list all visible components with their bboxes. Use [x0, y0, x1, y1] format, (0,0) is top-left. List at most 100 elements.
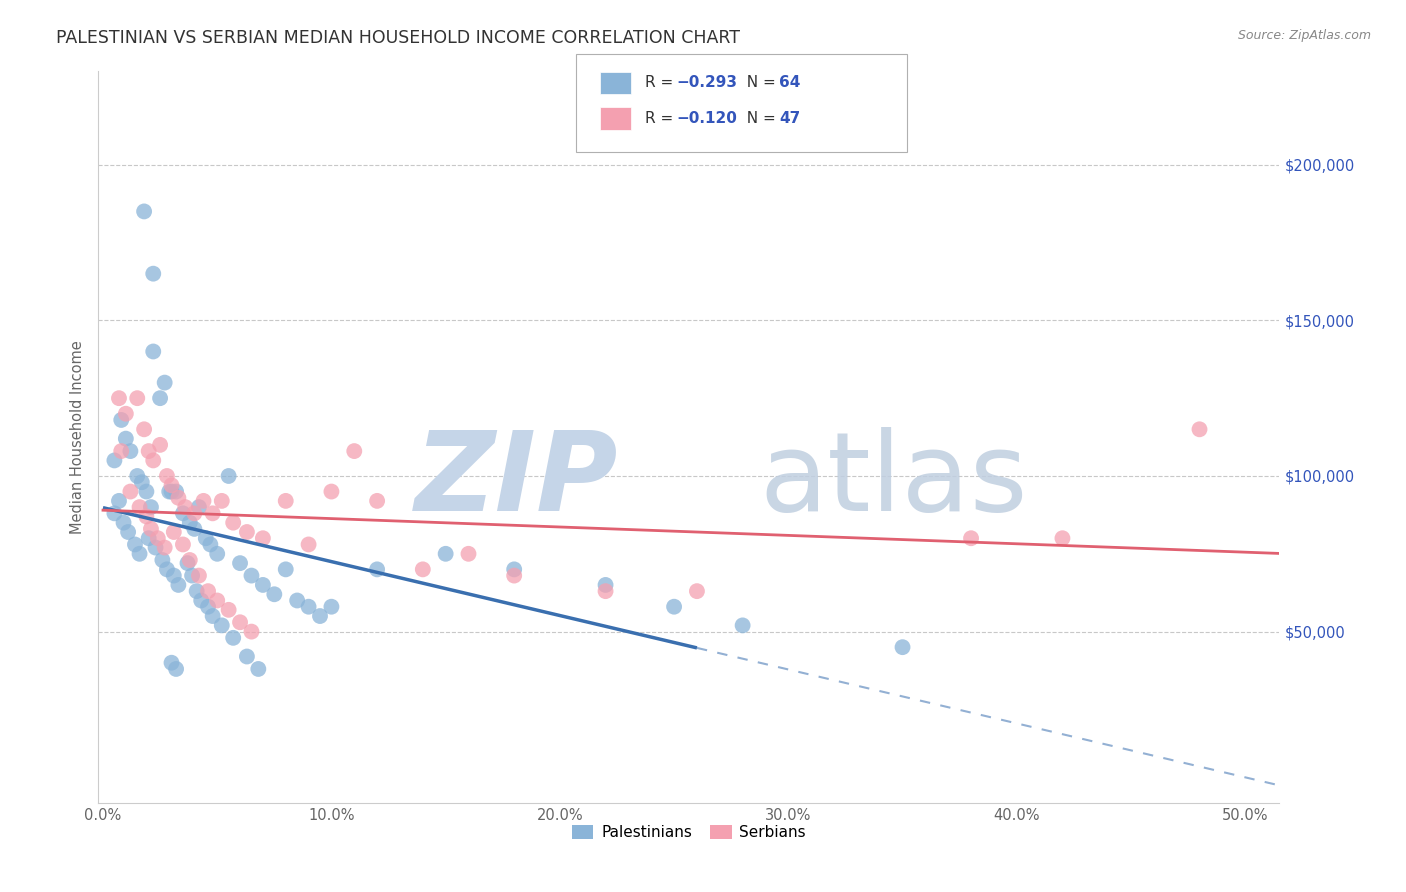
Point — [183, 506, 205, 520]
Point — [211, 494, 233, 508]
Point — [252, 578, 274, 592]
Point — [229, 556, 252, 570]
Point — [321, 484, 343, 499]
Point — [434, 547, 457, 561]
Point — [186, 584, 208, 599]
Point — [165, 662, 187, 676]
Point — [200, 537, 222, 551]
Point — [149, 391, 172, 405]
Point — [297, 537, 319, 551]
Point — [117, 524, 139, 539]
Point — [138, 444, 160, 458]
Point — [145, 541, 167, 555]
Point — [179, 516, 201, 530]
Text: Source: ZipAtlas.com: Source: ZipAtlas.com — [1237, 29, 1371, 42]
Point — [686, 584, 709, 599]
Text: 47: 47 — [779, 112, 800, 126]
Point — [163, 568, 186, 582]
Point — [110, 444, 132, 458]
Legend: Palestinians, Serbians: Palestinians, Serbians — [565, 819, 813, 847]
Point — [153, 376, 176, 390]
Point — [201, 609, 224, 624]
Point — [211, 618, 233, 632]
Point — [366, 494, 388, 508]
Point — [274, 562, 297, 576]
Point — [142, 453, 165, 467]
Point — [139, 522, 162, 536]
Point — [112, 516, 135, 530]
Point — [149, 438, 172, 452]
Point — [891, 640, 914, 655]
Point — [165, 484, 187, 499]
Point — [163, 524, 186, 539]
Point — [247, 662, 270, 676]
Point — [114, 432, 136, 446]
Point — [103, 453, 125, 467]
Point — [236, 649, 259, 664]
Point — [172, 506, 194, 520]
Point — [1052, 531, 1074, 545]
Point — [366, 562, 388, 576]
Point — [153, 541, 176, 555]
Point — [343, 444, 366, 458]
Point — [183, 522, 205, 536]
Text: R =: R = — [645, 112, 679, 126]
Point — [229, 615, 252, 630]
Point — [595, 584, 617, 599]
Point — [110, 413, 132, 427]
Point — [132, 422, 155, 436]
Point — [120, 484, 142, 499]
Point — [139, 500, 162, 515]
Point — [197, 584, 219, 599]
Text: −0.120: −0.120 — [676, 112, 737, 126]
Point — [252, 531, 274, 545]
Point — [176, 556, 198, 570]
Point — [167, 491, 190, 505]
Point — [193, 494, 215, 508]
Point — [197, 599, 219, 614]
Point — [181, 568, 204, 582]
Text: 64: 64 — [779, 76, 800, 90]
Point — [1188, 422, 1211, 436]
Point — [222, 631, 245, 645]
Point — [160, 478, 183, 492]
Text: atlas: atlas — [759, 427, 1028, 534]
Point — [218, 603, 240, 617]
Point — [595, 578, 617, 592]
Text: R =: R = — [645, 76, 679, 90]
Point — [263, 587, 285, 601]
Text: −0.293: −0.293 — [676, 76, 737, 90]
Point — [114, 407, 136, 421]
Point — [138, 531, 160, 545]
Point — [187, 500, 209, 515]
Point — [309, 609, 332, 624]
Text: PALESTINIAN VS SERBIAN MEDIAN HOUSEHOLD INCOME CORRELATION CHART: PALESTINIAN VS SERBIAN MEDIAN HOUSEHOLD … — [56, 29, 740, 46]
Point — [205, 547, 228, 561]
Point — [128, 547, 150, 561]
Point — [190, 593, 212, 607]
Point — [321, 599, 343, 614]
Point — [160, 484, 183, 499]
Point — [960, 531, 983, 545]
Point — [194, 531, 217, 545]
Point — [120, 444, 142, 458]
Text: N =: N = — [737, 112, 780, 126]
Point — [132, 204, 155, 219]
Point — [103, 506, 125, 520]
Point — [127, 391, 149, 405]
Point — [274, 494, 297, 508]
Point — [201, 506, 224, 520]
Point — [160, 656, 183, 670]
Y-axis label: Median Household Income: Median Household Income — [70, 340, 86, 534]
Point — [412, 562, 434, 576]
Point — [218, 469, 240, 483]
Point — [142, 267, 165, 281]
Point — [240, 568, 263, 582]
Point — [222, 516, 245, 530]
Point — [146, 531, 169, 545]
Point — [157, 484, 180, 499]
Point — [205, 593, 228, 607]
Point — [240, 624, 263, 639]
Point — [503, 568, 526, 582]
Point — [236, 524, 259, 539]
